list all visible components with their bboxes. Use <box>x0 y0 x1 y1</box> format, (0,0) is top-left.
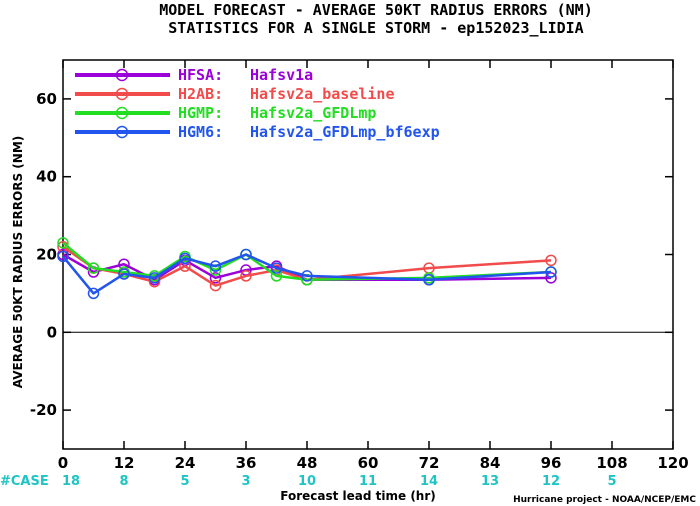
x-axis: 0 12 24 36 48 60 72 84 96 108 120 <box>58 60 689 472</box>
series-layer <box>57 237 557 300</box>
case-label: #CASE <box>0 474 49 489</box>
y-tick-label: 20 <box>36 246 57 264</box>
legend-label: Hafsv2a_GFDLmp_bf6exp <box>250 123 440 141</box>
case-count: 5 <box>607 474 616 489</box>
data-point <box>148 272 161 284</box>
y-tick-label: 60 <box>36 90 57 108</box>
x-tick-label: 72 <box>419 454 440 472</box>
data-point <box>118 268 130 280</box>
legend-marker <box>115 68 129 82</box>
x-tick-label: 60 <box>358 454 379 472</box>
data-point <box>240 270 252 282</box>
data-point <box>57 237 69 249</box>
x-tick-label: 96 <box>541 454 562 472</box>
series-line <box>62 245 552 287</box>
case-count: 12 <box>542 474 560 489</box>
legend-label: Hafsv2a_baseline <box>250 85 395 103</box>
legend-label: Hafsv2a_GFDLmp <box>250 104 376 122</box>
chart-subtitle: STATISTICS FOR A SINGLE STORM - ep152023… <box>168 19 583 37</box>
y-axis-label: AVERAGE 50KT RADIUS ERRORS (NM) <box>11 136 25 388</box>
case-counts: #CASE 18 8 5 3 10 11 14 13 12 5 <box>0 474 617 489</box>
x-tick-label: 36 <box>236 454 257 472</box>
legend-model: HGM6: <box>178 123 223 141</box>
y-axis: -20 0 20 40 60 <box>30 90 673 419</box>
x-tick-label: 120 <box>657 454 688 472</box>
series-line <box>62 241 552 282</box>
data-point <box>545 254 557 267</box>
legend-model: HFSA: <box>178 66 223 84</box>
y-tick-label: 0 <box>47 323 57 341</box>
data-point <box>209 260 222 272</box>
case-count: 3 <box>241 474 250 489</box>
case-count: 13 <box>481 474 499 489</box>
data-point <box>57 250 69 263</box>
data-point <box>179 252 191 265</box>
data-point <box>87 287 100 300</box>
x-tick-label: 24 <box>175 454 196 472</box>
data-point <box>87 262 100 274</box>
x-tick-label: 0 <box>58 454 68 472</box>
legend-label: Hafsv1a <box>250 66 313 84</box>
data-point <box>301 270 313 282</box>
x-tick-label: 12 <box>114 454 135 472</box>
case-count: 18 <box>62 474 80 489</box>
legend-marker <box>115 87 129 101</box>
x-tick-label: 48 <box>297 454 318 472</box>
data-point <box>209 272 222 284</box>
data-point <box>209 279 222 292</box>
y-tick-label: 40 <box>36 168 57 186</box>
case-count: 5 <box>180 474 189 489</box>
legend-model: H2AB: <box>178 85 223 103</box>
legend-marker <box>115 125 129 139</box>
legend: HFSA: Hafsv1a H2AB: Hafsv2a_baseline HGMP: Ha… <box>75 66 440 141</box>
data-point <box>423 274 435 286</box>
data-point <box>270 270 283 282</box>
x-axis-label: Forecast lead time (hr) <box>280 489 436 503</box>
legend-model: HGMP: <box>178 104 223 122</box>
case-count: 10 <box>298 474 316 489</box>
credit-text: Hurricane project - NOAA/NCEP/EMC <box>513 495 696 505</box>
data-point <box>270 262 283 274</box>
case-count: 14 <box>420 474 438 489</box>
chart-title: MODEL FORECAST - AVERAGE 50KT RADIUS ERR… <box>159 1 592 19</box>
y-tick-label: -20 <box>30 401 57 419</box>
case-count: 8 <box>119 474 128 489</box>
data-point <box>240 248 252 261</box>
legend-marker <box>115 106 129 120</box>
x-tick-label: 84 <box>480 454 501 472</box>
series-line <box>62 253 552 295</box>
data-point <box>545 266 557 278</box>
case-count: 11 <box>359 474 377 489</box>
x-tick-label: 108 <box>596 454 627 472</box>
